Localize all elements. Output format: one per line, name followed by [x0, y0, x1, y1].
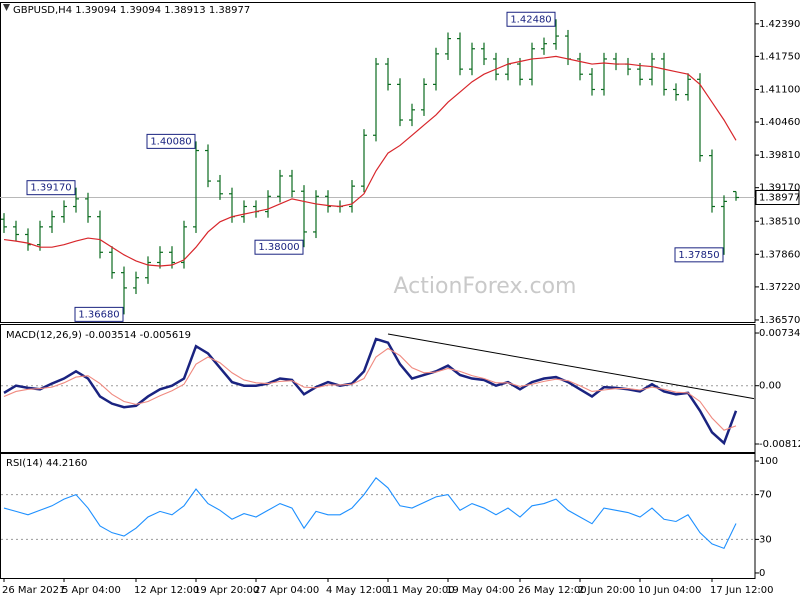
- x-tick-label: 27 Apr 04:00: [254, 585, 319, 596]
- x-tick-label: 17 Jun 12:00: [710, 585, 774, 596]
- y-tick-label: -0.008126: [759, 439, 800, 450]
- x-tick-label: 11 May 20:00: [386, 585, 455, 596]
- panel-title: MACD(12,26,9) -0.003514 -0.005619: [6, 330, 191, 341]
- price-label: 1.40080: [150, 136, 191, 147]
- y-tick-label: 1.42390: [759, 19, 800, 30]
- symbol-icon: [3, 4, 10, 11]
- y-tick-label: 1.37860: [759, 249, 800, 260]
- panel-frame: [0, 2, 756, 323]
- y-tick-label: 0: [759, 568, 765, 579]
- last-price-box: [755, 189, 800, 205]
- price-label: 1.39170: [30, 183, 71, 194]
- y-tick-label: 0.00: [759, 381, 781, 392]
- price-label: 1.36680: [78, 309, 119, 320]
- panel-title: GBPUSD,H4 1.39094 1.39094 1.38913 1.3897…: [13, 5, 250, 16]
- price-label: 1.42480: [510, 14, 551, 25]
- y-tick-label: 100: [759, 456, 778, 467]
- y-tick-label: 1.38510: [759, 216, 800, 227]
- watermark: ActionForex.com: [394, 274, 577, 299]
- panel-frame: [0, 453, 756, 579]
- price-label-box: [506, 11, 556, 27]
- panel-frame: [0, 324, 756, 453]
- y-tick-label: 1.41100: [759, 84, 800, 95]
- price-label-box: [146, 133, 196, 149]
- y-tick-label: 1.41750: [759, 51, 800, 62]
- y-tick-label: 30: [759, 534, 772, 545]
- y-tick-label: 1.40460: [759, 117, 800, 128]
- indicator-line: [3, 477, 737, 550]
- y-tick-label: 1.36570: [759, 315, 800, 326]
- indicator-line: [3, 347, 737, 431]
- panel-title: RSI(14) 44.2160: [6, 458, 87, 469]
- x-tick-label: 19 Apr 20:00: [194, 585, 259, 596]
- price-label-box: [674, 247, 724, 263]
- x-tick-label: 2 Jun 20:00: [578, 585, 635, 596]
- y-tick-label: 70: [759, 490, 772, 501]
- y-tick-label: 1.39170: [759, 183, 800, 194]
- price-label: 1.37850: [678, 250, 719, 261]
- price-label-box: [26, 180, 76, 196]
- y-tick-label: 0.007342: [759, 328, 800, 339]
- y-tick-label: 1.37220: [759, 282, 800, 293]
- trendline: [387, 333, 755, 400]
- y-tick-label: 1.39810: [759, 150, 800, 161]
- x-tick-label: 5 Apr 04:00: [62, 585, 121, 596]
- price-label-box: [254, 239, 304, 255]
- x-tick-label: 26 May 12:00: [518, 585, 587, 596]
- price-label-box: [74, 306, 124, 322]
- x-tick-label: 12 Apr 12:00: [134, 585, 199, 596]
- x-tick-label: 10 Jun 04:00: [638, 585, 702, 596]
- x-tick-label: 19 May 04:00: [446, 585, 515, 596]
- x-tick-label: 4 May 12:00: [326, 585, 388, 596]
- last-price-label: 1.38977: [759, 192, 800, 203]
- indicator-line: [3, 337, 738, 446]
- moving-average: [3, 55, 737, 267]
- price-label: 1.38000: [258, 242, 299, 253]
- x-tick-label: 26 Mar 2021: [2, 585, 65, 596]
